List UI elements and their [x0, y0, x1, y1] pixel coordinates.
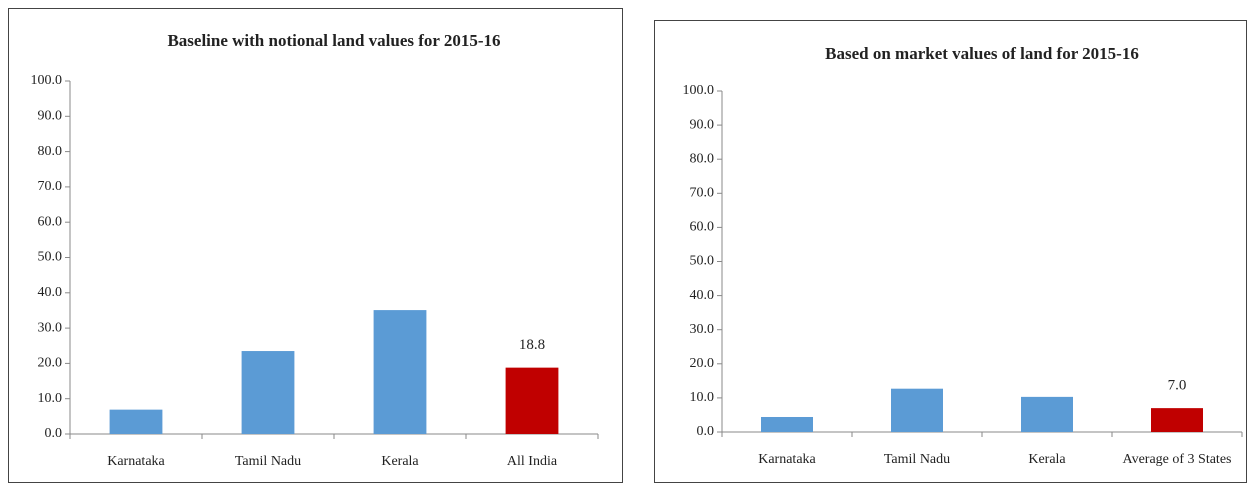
- y-tick-label: 20.0: [38, 356, 63, 371]
- y-tick-label: 80.0: [690, 151, 715, 166]
- y-tick-label: 100.0: [683, 83, 715, 98]
- value-label: 7.0: [1168, 378, 1187, 394]
- y-tick-label: 90.0: [690, 117, 715, 132]
- y-tick-label: 90.0: [38, 109, 63, 124]
- bar: [241, 351, 295, 434]
- y-tick-label: 0.0: [697, 424, 715, 439]
- y-tick-label: 60.0: [38, 214, 63, 229]
- y-tick-label: 40.0: [38, 285, 63, 300]
- x-tick-label: Karnataka: [107, 454, 165, 469]
- y-tick-label: 70.0: [690, 186, 715, 201]
- x-tick-label: All India: [507, 454, 558, 469]
- x-tick-label: Karnataka: [758, 452, 816, 467]
- chart-frame: [654, 20, 1247, 483]
- bar: [109, 409, 163, 434]
- value-label: 18.8: [519, 337, 545, 353]
- bar: [1151, 408, 1203, 432]
- y-tick-label: 50.0: [38, 250, 63, 265]
- y-tick-label: 100.0: [31, 73, 63, 88]
- bar: [1021, 396, 1073, 432]
- y-tick-label: 30.0: [38, 320, 63, 335]
- y-tick-label: 60.0: [690, 220, 715, 235]
- x-tick-label: Tamil Nadu: [235, 454, 301, 469]
- y-tick-label: 70.0: [38, 179, 63, 194]
- bar: [761, 416, 813, 432]
- chart-title: Baseline with notional land values for 2…: [167, 31, 500, 50]
- x-tick-label: Average of 3 States: [1123, 452, 1232, 467]
- x-tick-label: Kerala: [381, 454, 419, 469]
- x-tick-label: Tamil Nadu: [884, 452, 950, 467]
- x-tick-label: Kerala: [1028, 452, 1066, 467]
- bar: [373, 310, 427, 434]
- y-tick-label: 20.0: [690, 356, 715, 371]
- chart-frame: [8, 8, 623, 483]
- y-tick-label: 50.0: [690, 254, 715, 269]
- y-tick-label: 0.0: [45, 426, 63, 441]
- y-tick-label: 80.0: [38, 144, 63, 159]
- y-tick-label: 40.0: [690, 288, 715, 303]
- y-tick-label: 10.0: [38, 391, 63, 406]
- chart-title: Based on market values of land for 2015-…: [825, 44, 1139, 63]
- bar: [891, 388, 943, 432]
- y-tick-label: 30.0: [690, 322, 715, 337]
- y-tick-label: 10.0: [690, 390, 715, 405]
- bar: [505, 367, 559, 434]
